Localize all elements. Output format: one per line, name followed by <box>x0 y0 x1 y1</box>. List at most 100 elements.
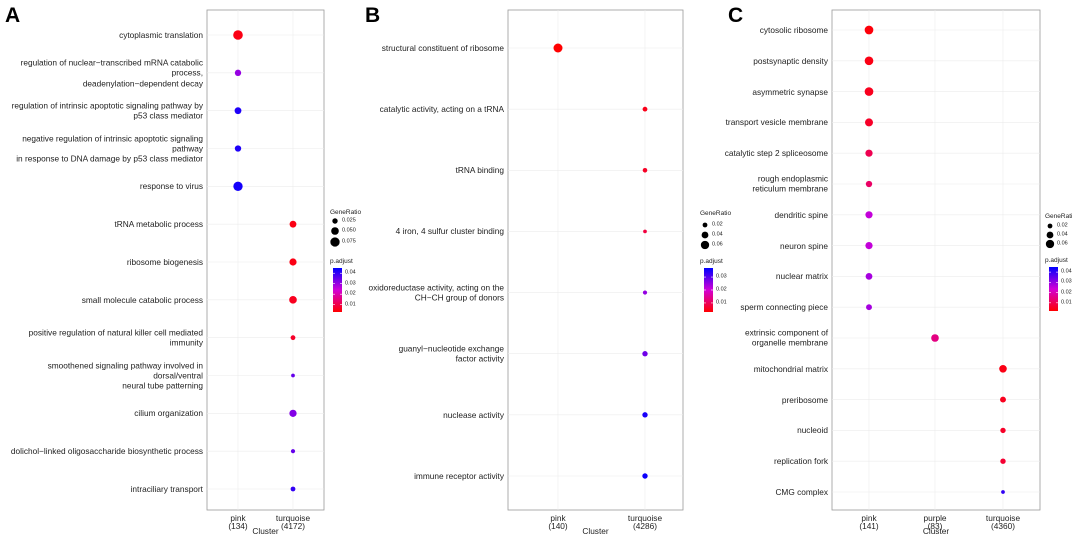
dot <box>864 25 874 35</box>
dot <box>864 87 874 96</box>
y-tick-label: neuron spine <box>780 240 828 251</box>
dot <box>865 180 873 188</box>
legend-label: 0.06 <box>1057 240 1068 247</box>
y-tick-label: sperm connecting piece <box>740 302 828 313</box>
y-tick-label: dolichol−linked oligosaccharide biosynth… <box>10 445 203 456</box>
y-tick-label: catalytic step 2 spliceosome <box>724 148 828 159</box>
x-tick-label: (141) <box>859 520 879 531</box>
y-tick-label: regulation of intrinsic apoptotic signal… <box>11 100 203 121</box>
panel-label: A <box>5 3 21 27</box>
dot <box>642 106 648 112</box>
x-tick-label: (134) <box>228 520 248 531</box>
dot <box>642 168 648 173</box>
y-tick-label: tRNA binding <box>455 165 504 176</box>
x-tick-label: turquoise <box>275 512 311 523</box>
x-tick-label: (83) <box>927 520 943 531</box>
dot <box>865 118 873 127</box>
x-axis-label: Cluster <box>582 525 609 536</box>
y-tick-label: replication fork <box>774 456 828 467</box>
panel-border <box>206 9 325 511</box>
dot <box>643 229 647 234</box>
legend-dot <box>332 218 338 224</box>
dot <box>1000 396 1006 403</box>
legend-label: 0.06 <box>712 241 723 248</box>
colorbar-label: 0.01 <box>345 301 356 308</box>
legend-label: 0.025 <box>342 217 356 224</box>
x-tick-label: (4172) <box>281 520 305 531</box>
y-tick-label: asymmetric synapse <box>752 86 828 97</box>
y-tick-label: cytosolic ribosome <box>759 24 828 35</box>
dot <box>233 30 243 40</box>
x-tick-label: purple <box>923 512 947 523</box>
dot <box>289 409 297 417</box>
x-tick-label: (140) <box>548 520 568 531</box>
y-tick-label: 4 iron, 4 sulfur cluster binding <box>395 226 504 237</box>
y-tick-label: preribosome <box>781 394 828 405</box>
colorbar-label: 0.02 <box>716 286 727 293</box>
legend-label: 0.04 <box>1057 231 1068 238</box>
colorbar-label: 0.03 <box>1061 278 1072 285</box>
panel-label: B <box>365 3 381 27</box>
legend-title: GeneRatio <box>700 209 732 217</box>
panel-label: C <box>728 3 744 27</box>
dot <box>290 486 296 492</box>
dot <box>865 211 873 219</box>
dot <box>290 449 296 454</box>
legend-dot <box>702 222 708 228</box>
y-tick-label: smoothened signaling pathway involved in… <box>47 359 203 391</box>
colorbar-label: 0.02 <box>345 290 356 297</box>
y-tick-label: cytoplasmic translation <box>119 29 203 40</box>
dot <box>642 351 648 357</box>
y-tick-label: nuclear matrix <box>775 271 828 282</box>
dot <box>1001 490 1005 494</box>
legend-label: 0.04 <box>712 231 723 238</box>
colorbar-label: 0.01 <box>716 299 727 306</box>
colorbar-label: 0.03 <box>716 273 727 280</box>
dot <box>642 473 648 479</box>
y-tick-label: regulation of nuclear−transcribed mRNA c… <box>20 57 203 89</box>
dot <box>233 181 243 191</box>
dot <box>865 241 873 250</box>
colorbar <box>704 268 713 312</box>
colorbar <box>333 268 342 312</box>
x-tick-label: pink <box>230 512 246 523</box>
dot <box>864 56 874 66</box>
y-tick-label: catalytic activity, acting on a tRNA <box>379 103 504 114</box>
dot <box>642 290 648 295</box>
y-tick-label: CMG complex <box>775 486 828 497</box>
dot <box>234 69 242 77</box>
y-tick-label: tRNA metabolic process <box>114 218 203 229</box>
y-tick-label: nucleoid <box>797 425 828 436</box>
y-tick-label: mitochondrial matrix <box>753 363 828 374</box>
x-tick-label: turquoise <box>985 512 1021 523</box>
dot <box>289 258 297 266</box>
x-axis-label: Cluster <box>252 525 279 536</box>
legend-dot <box>331 227 339 235</box>
colorbar-label: 0.04 <box>1061 268 1072 275</box>
legend-title: p.adjust <box>330 257 353 265</box>
y-tick-label: transport vesicle membrane <box>725 117 828 128</box>
dot <box>999 364 1007 373</box>
x-tick-label: pink <box>861 512 877 523</box>
panel-border <box>507 9 684 511</box>
colorbar-label: 0.02 <box>1061 289 1072 296</box>
colorbar <box>1049 267 1058 311</box>
dot <box>1000 427 1006 434</box>
y-tick-label: extrinsic component of organelle membran… <box>744 327 828 348</box>
legend-title: GeneRatio <box>330 208 362 216</box>
y-tick-label: postsynaptic density <box>753 55 828 66</box>
colorbar-label: 0.03 <box>345 280 356 287</box>
legend-dot <box>1047 223 1053 229</box>
legend-title: p.adjust <box>700 257 723 265</box>
legend-dot <box>1045 239 1055 249</box>
dot <box>1000 458 1006 464</box>
legend-dot <box>701 231 709 239</box>
legend-dot <box>700 240 710 250</box>
colorbar-label: 0.01 <box>1061 299 1072 306</box>
legend-dot <box>1046 231 1054 239</box>
legend-title: p.adjust <box>1045 256 1068 264</box>
dot <box>866 304 872 311</box>
y-tick-label: guanyl−nucleotide exchange factor activi… <box>398 343 504 364</box>
